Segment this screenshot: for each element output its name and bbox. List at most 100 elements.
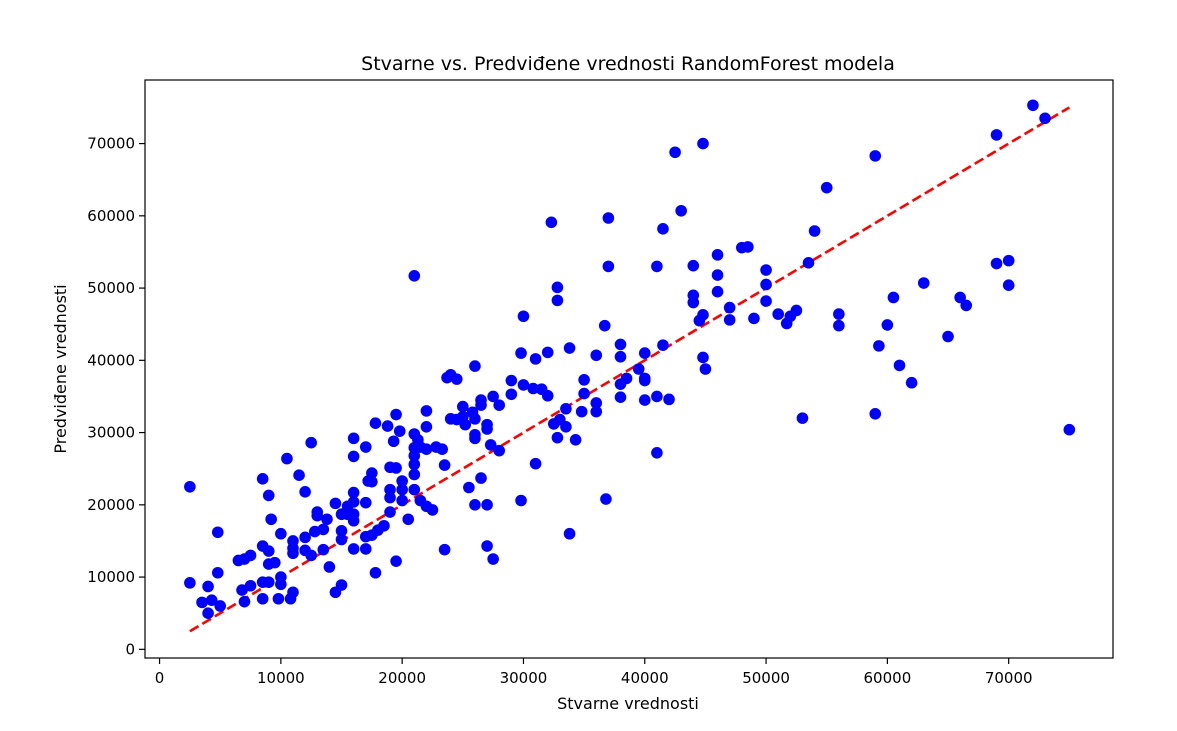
data-point bbox=[602, 260, 615, 273]
data-point bbox=[760, 264, 772, 276]
data-point bbox=[481, 540, 493, 552]
data-point bbox=[505, 388, 518, 401]
data-point bbox=[493, 444, 506, 457]
data-point bbox=[711, 269, 724, 281]
data-point bbox=[299, 531, 311, 544]
data-point bbox=[873, 340, 885, 352]
data-point bbox=[262, 576, 275, 588]
data-point bbox=[335, 579, 348, 591]
data-point bbox=[393, 425, 406, 437]
data-point bbox=[484, 439, 497, 451]
data-point bbox=[378, 519, 390, 532]
data-point bbox=[381, 420, 394, 432]
x-axis-label: Stvarne vrednosti bbox=[557, 694, 699, 713]
y-tick-label: 70000 bbox=[87, 135, 135, 153]
data-point bbox=[202, 607, 214, 620]
data-point bbox=[505, 374, 518, 387]
data-point bbox=[1063, 423, 1076, 436]
data-point bbox=[527, 382, 539, 395]
data-point bbox=[602, 212, 615, 224]
data-point bbox=[211, 526, 224, 539]
data-point bbox=[833, 308, 845, 320]
data-point bbox=[347, 543, 360, 555]
data-point bbox=[560, 402, 572, 415]
data-point bbox=[335, 533, 348, 546]
data-point bbox=[493, 399, 506, 411]
data-point bbox=[590, 349, 603, 362]
data-point bbox=[408, 483, 421, 496]
data-point bbox=[457, 400, 469, 413]
data-point bbox=[244, 549, 257, 562]
reference-line bbox=[189, 106, 1070, 633]
data-point bbox=[366, 475, 378, 488]
data-point bbox=[1002, 254, 1015, 267]
data-point bbox=[238, 595, 251, 608]
data-point bbox=[638, 347, 651, 359]
data-point bbox=[614, 338, 627, 351]
data-point bbox=[687, 296, 700, 309]
data-point bbox=[529, 457, 542, 470]
data-point bbox=[184, 480, 196, 493]
data-point bbox=[205, 594, 218, 606]
data-point bbox=[551, 294, 564, 307]
data-point bbox=[697, 137, 709, 150]
data-point bbox=[760, 278, 772, 291]
data-point bbox=[311, 509, 324, 522]
data-point bbox=[790, 304, 803, 317]
data-point bbox=[347, 450, 360, 463]
data-point bbox=[833, 319, 845, 332]
data-point bbox=[329, 497, 342, 510]
data-point bbox=[402, 513, 415, 526]
data-point bbox=[450, 373, 463, 385]
data-point bbox=[420, 443, 433, 455]
y-axis-ticks: 0 10000 20000 30000 40000 50000 60000 70000 bbox=[87, 135, 145, 658]
data-point bbox=[420, 421, 433, 433]
data-point bbox=[408, 269, 421, 282]
data-point bbox=[184, 577, 196, 589]
data-point bbox=[275, 578, 287, 591]
x-tick-label: 0 bbox=[155, 669, 165, 687]
data-point bbox=[515, 494, 527, 507]
data-point bbox=[748, 312, 760, 325]
data-point bbox=[517, 379, 530, 391]
data-point bbox=[214, 600, 227, 612]
y-tick-label: 30000 bbox=[87, 424, 135, 442]
data-points-layer bbox=[184, 99, 1076, 620]
data-point bbox=[487, 553, 499, 565]
data-point bbox=[384, 506, 396, 518]
data-point bbox=[426, 504, 439, 516]
x-tick-label: 30000 bbox=[500, 669, 548, 687]
data-point bbox=[905, 376, 918, 389]
x-tick-label: 10000 bbox=[257, 669, 305, 687]
data-point bbox=[942, 330, 954, 343]
data-point bbox=[408, 458, 421, 471]
data-point bbox=[475, 472, 487, 484]
y-tick-label: 40000 bbox=[87, 351, 135, 369]
data-point bbox=[578, 374, 590, 386]
data-point bbox=[560, 421, 572, 433]
data-point bbox=[657, 339, 669, 351]
data-point bbox=[669, 146, 681, 159]
data-point bbox=[545, 216, 558, 229]
data-point bbox=[541, 389, 554, 402]
data-point bbox=[723, 301, 736, 314]
data-point bbox=[711, 285, 724, 298]
data-point bbox=[475, 399, 487, 411]
data-point bbox=[305, 436, 317, 449]
data-point bbox=[598, 319, 611, 332]
data-point bbox=[697, 309, 709, 321]
data-point bbox=[515, 347, 527, 359]
data-point bbox=[275, 527, 287, 540]
y-tick-label: 50000 bbox=[87, 279, 135, 297]
data-point bbox=[563, 527, 576, 540]
data-point bbox=[438, 459, 451, 471]
data-point bbox=[305, 549, 317, 562]
data-point bbox=[651, 260, 663, 273]
data-point bbox=[281, 452, 293, 465]
data-point bbox=[396, 494, 408, 507]
data-point bbox=[347, 486, 360, 499]
data-point bbox=[469, 413, 481, 425]
data-point bbox=[438, 543, 451, 556]
